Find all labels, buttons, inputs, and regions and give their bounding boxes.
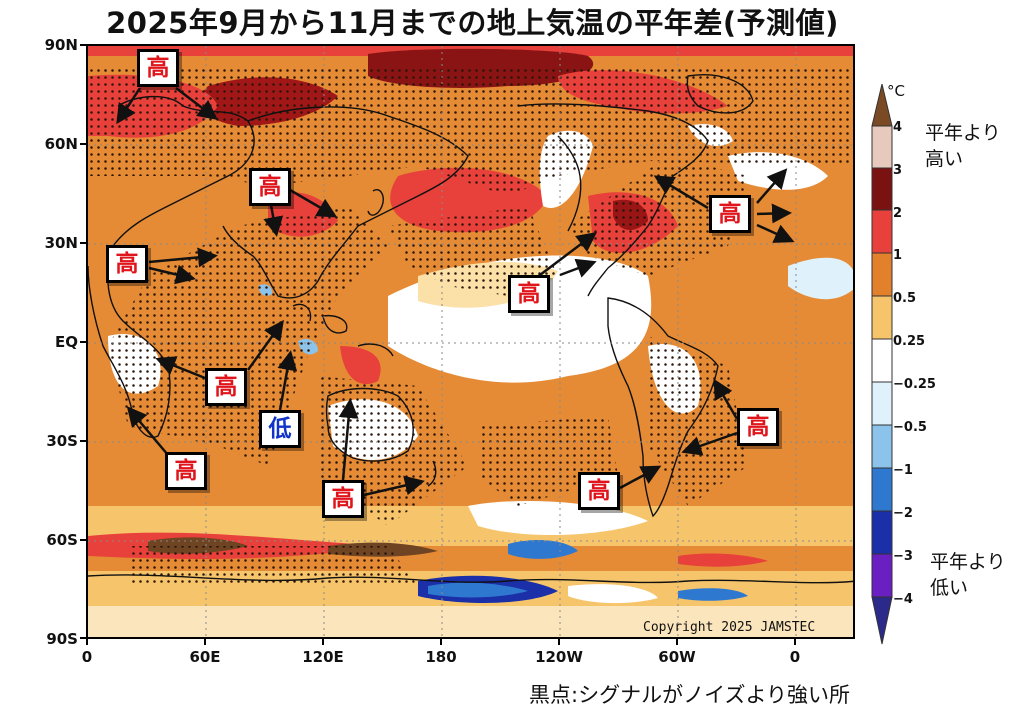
callout-high-australia: 高 [322, 480, 364, 518]
lat-label-60s: 60S [46, 531, 78, 549]
lat-tick [80, 242, 86, 244]
callout-high-north-america: 高 [508, 275, 550, 313]
lat-tick [80, 44, 86, 46]
colorbar-label-0-25: 0.25 [893, 334, 926, 349]
colorbar-label-neg-4: −4 [893, 592, 913, 607]
colorbar-swatch-neg-0-5 [871, 424, 893, 469]
lon-tick [794, 639, 796, 645]
lat-tick [80, 440, 86, 442]
lon-label-60e: 60E [189, 648, 221, 666]
colorbar-label-4: 4 [893, 120, 903, 135]
colorbar-swatch-1 [871, 209, 893, 254]
callout-high-europe: 高 [137, 49, 179, 87]
colorbar-swatch-4 [871, 84, 893, 127]
lon-tick [86, 639, 88, 645]
lon-label-0-east: 0 [789, 648, 801, 666]
colorbar-unit: °C [887, 82, 905, 100]
lon-tick [322, 639, 324, 645]
lat-tick [80, 341, 86, 343]
colorbar-swatch-neg-4 [871, 596, 893, 645]
lon-tick [676, 639, 678, 645]
callout-high-east-asia: 高 [249, 168, 291, 206]
colorbar-label-neg-0-25: −0.25 [893, 377, 936, 392]
colorbar [871, 84, 893, 645]
colorbar-label-1: 1 [893, 248, 903, 263]
legend-low-line1: 平年より [930, 551, 1006, 573]
lat-label-90s: 90S [46, 630, 78, 648]
lat-label-60n: 60N [44, 135, 78, 153]
lon-label-120w: 120W [535, 648, 583, 666]
callout-low-indonesia: 低 [259, 410, 301, 448]
lon-tick [204, 639, 206, 645]
lon-label-60w: 60W [658, 648, 696, 666]
colorbar-swatch-2 [871, 167, 893, 211]
callout-high-south-america-east: 高 [737, 408, 779, 446]
legend-low-text: 平年より 低い [930, 549, 1006, 601]
callout-high-south-america: 高 [578, 472, 620, 510]
colorbar-label-neg-3: −3 [893, 549, 913, 564]
colorbar-swatch-neg-3 [871, 553, 893, 598]
anomaly-field [88, 46, 853, 637]
lon-label-120e: 120E [302, 648, 344, 666]
colorbar-label-neg-2: −2 [893, 506, 913, 521]
colorbar-label-3: 3 [893, 163, 903, 178]
coastlines [88, 74, 853, 584]
colorbar-label-2: 2 [893, 206, 903, 221]
lat-tick [80, 539, 86, 541]
colorbar-swatch-3 [871, 125, 893, 169]
colorbar-label-0-5: 0.5 [893, 291, 917, 306]
colorbar-swatch-neg-2 [871, 510, 893, 555]
stipple-legend-note: 黒点:シグナルがノイズより強い所 [529, 683, 851, 707]
legend-high-text: 平年より 高い [925, 120, 1001, 172]
temperature-anomaly-map [86, 44, 855, 639]
lon-label-0: 0 [81, 648, 93, 666]
colorbar-swatch-neg-1 [871, 467, 893, 512]
lat-label-30s: 30S [46, 432, 78, 450]
map-title: 2025年9月から11月までの地上気温の平年差(予測値) [106, 6, 839, 40]
legend-high-line1: 平年より [925, 122, 1001, 144]
lat-label-90n: 90N [44, 36, 78, 54]
colorbar-swatch-0-25 [871, 295, 893, 340]
colorbar-label-neg-1: −1 [893, 463, 913, 478]
callout-high-indian-ocean: 高 [205, 368, 247, 406]
callout-high-middle-east: 高 [106, 245, 148, 283]
legend-low-line2: 低い [930, 577, 969, 599]
graticule [88, 46, 853, 637]
colorbar-swatch-neutral [871, 338, 893, 383]
colorbar-label-neg-0-5: −0.5 [893, 420, 927, 435]
lat-tick [80, 637, 86, 639]
lat-tick [80, 143, 86, 145]
copyright-notice: Copyright 2025 JAMSTEC [643, 620, 816, 635]
lat-label-30n: 30N [44, 234, 78, 252]
lat-label-eq: EQ [55, 333, 78, 351]
lon-tick [440, 639, 442, 645]
legend-high-line2: 高い [925, 148, 964, 170]
colorbar-swatch-0-5 [871, 252, 893, 297]
colorbar-swatch-neg-0-25 [871, 381, 893, 426]
callout-high-north-atlantic: 高 [709, 195, 751, 233]
callout-high-south-africa: 高 [165, 452, 207, 490]
lon-label-180: 180 [425, 648, 457, 666]
lon-tick [558, 639, 560, 645]
